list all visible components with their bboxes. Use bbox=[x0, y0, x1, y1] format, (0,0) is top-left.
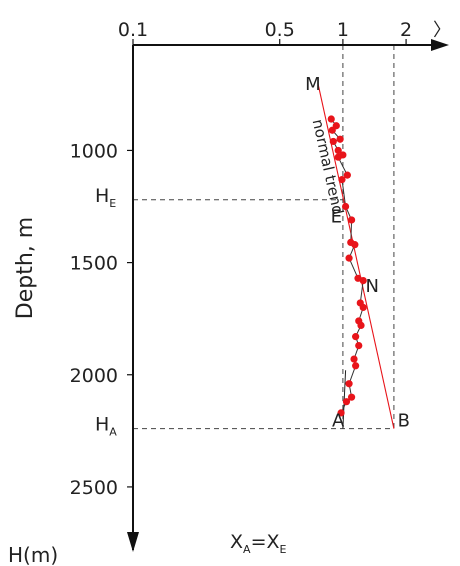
data-point-1 bbox=[327, 115, 335, 123]
y-marker-label: HA bbox=[95, 414, 117, 439]
data-point-8 bbox=[334, 153, 342, 161]
data-point-28 bbox=[342, 398, 351, 406]
x-tick-label: 2 bbox=[400, 19, 412, 41]
data-point-5 bbox=[329, 137, 337, 146]
bottom-axis-label: XA=XE bbox=[230, 531, 287, 556]
point-label-a: A bbox=[332, 411, 345, 432]
x-axis-edge-glyph: 〉 bbox=[433, 20, 451, 41]
y-axis-arrow-icon bbox=[127, 532, 139, 552]
point-label-m: M bbox=[305, 74, 321, 95]
point-label-b: B bbox=[398, 411, 410, 432]
data-point-24 bbox=[350, 355, 358, 363]
data-point-14 bbox=[351, 241, 359, 249]
data-point-29 bbox=[337, 409, 345, 417]
point-label-e: E bbox=[331, 206, 342, 227]
y-tick-label: 1500 bbox=[70, 253, 118, 275]
y-unit-label: H(m) bbox=[8, 543, 58, 566]
data-point-4 bbox=[336, 135, 344, 143]
data-point-10 bbox=[338, 175, 346, 184]
data-point-6 bbox=[334, 146, 342, 155]
x-tick-label: 1 bbox=[337, 19, 349, 41]
data-point-19 bbox=[359, 303, 367, 312]
data-point-15 bbox=[345, 254, 353, 262]
y-axis-title: Depth, m bbox=[13, 217, 38, 319]
data-point-26 bbox=[345, 380, 353, 388]
x-tick-label: 0.1 bbox=[118, 19, 148, 41]
data-point-25 bbox=[352, 362, 360, 370]
y-tick-label: 2000 bbox=[70, 365, 118, 387]
normal-trend-label: normal trend bbox=[309, 117, 347, 216]
data-point-9 bbox=[343, 171, 351, 179]
x-tick-label: 0.5 bbox=[265, 19, 295, 41]
y-tick-label: 2500 bbox=[70, 477, 118, 499]
data-point-3 bbox=[328, 126, 336, 134]
data-point-23 bbox=[355, 341, 363, 350]
data-point-11 bbox=[341, 202, 350, 211]
data-point-12 bbox=[347, 216, 356, 224]
data-point-17 bbox=[359, 276, 367, 285]
data-point-27 bbox=[347, 393, 356, 401]
x-axis-arrow-icon bbox=[431, 39, 449, 51]
point-label-n: N bbox=[366, 276, 379, 297]
data-point-21 bbox=[357, 321, 365, 330]
y-marker-label: HE bbox=[95, 185, 116, 210]
y-tick-label: 1000 bbox=[70, 140, 118, 162]
data-point-22 bbox=[352, 333, 360, 341]
